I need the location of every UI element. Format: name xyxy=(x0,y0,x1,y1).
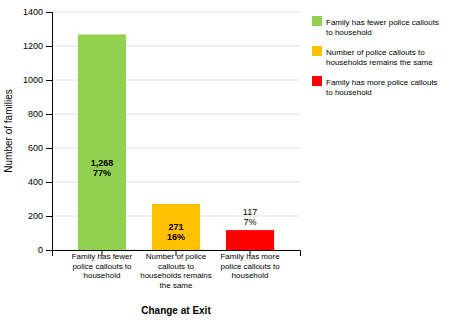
text-line: police callouts to xyxy=(72,262,132,271)
chart: 0 200 400 600 800 1000 1200 1400 Family has fewe… xyxy=(0,0,475,322)
text-line: Number of police xyxy=(146,252,207,261)
data-label: 27116% xyxy=(167,222,185,242)
tick-mark xyxy=(46,216,52,217)
text-line: household xyxy=(232,271,269,280)
tick: Family has morepolice callouts tohouseho… xyxy=(220,250,280,280)
legend-item: Family has more police calloutsto househ… xyxy=(312,76,438,97)
text-line: to household xyxy=(326,88,372,97)
text-line: callouts to xyxy=(158,262,195,271)
x-axis: Family has fewerpolice callouts tohouseh… xyxy=(53,250,301,290)
tick-label: 200 xyxy=(28,211,43,221)
text-line: 271 xyxy=(168,222,183,232)
tick: Family has fewerpolice callouts tohouseh… xyxy=(72,250,133,280)
tick: 200 xyxy=(28,211,52,221)
tick-label: 1000 xyxy=(23,75,43,85)
tick-label: Family has morepolice callouts tohouseho… xyxy=(220,252,280,280)
data-label: 1177% xyxy=(243,207,257,227)
tick: 800 xyxy=(28,109,52,119)
tick-mark xyxy=(46,114,52,115)
bar xyxy=(152,204,200,250)
legend-swatch xyxy=(312,46,322,56)
tick: 0 xyxy=(38,245,52,255)
legend-label: Family has more police calloutsto househ… xyxy=(326,78,438,97)
tick: 1000 xyxy=(23,75,52,85)
text-line: Family has fewer xyxy=(72,252,133,261)
text-line: 16% xyxy=(167,232,185,242)
tick-mark xyxy=(46,148,52,149)
tick-mark xyxy=(46,80,52,81)
data-labels: 1,26877% 27116% 1177% xyxy=(91,158,258,242)
axis-line xyxy=(46,13,53,251)
text-line: 117 xyxy=(243,207,257,217)
legend-swatch xyxy=(312,16,322,26)
tick-label: 600 xyxy=(28,143,43,153)
legend: Family has fewer police calloutsto house… xyxy=(312,16,439,97)
legend-item: Family has fewer police calloutsto house… xyxy=(312,16,439,37)
text-line: households remains xyxy=(140,271,212,280)
bar xyxy=(226,230,274,250)
text-line: households remains the same xyxy=(326,58,433,67)
tick: Number of policecallouts tohouseholds re… xyxy=(140,250,212,290)
legend-label: Number of police callouts tohouseholds r… xyxy=(326,48,433,67)
plot-area: 0 200 400 600 800 1000 1200 1400 Family has fewe… xyxy=(3,7,301,316)
text-line: Family has more police callouts xyxy=(326,78,438,87)
tick: 400 xyxy=(28,177,52,187)
tick-label: 1400 xyxy=(23,7,43,17)
data-label: 1,26877% xyxy=(91,158,114,178)
text-line: the same xyxy=(160,281,193,290)
tick-label: Family has fewerpolice callouts tohouseh… xyxy=(72,252,133,280)
tick-label: 400 xyxy=(28,177,43,187)
tick-mark xyxy=(46,250,52,251)
tick-label: 0 xyxy=(38,245,43,255)
text-line: Family has fewer police callouts xyxy=(326,18,439,27)
tick: 1400 xyxy=(23,7,52,17)
tick-mark xyxy=(46,12,52,13)
tick-mark xyxy=(46,46,52,47)
text-line: 7% xyxy=(244,217,257,227)
tick-label: Number of policecallouts tohouseholds re… xyxy=(140,252,212,290)
y-axis-title: Number of families xyxy=(3,89,14,172)
tick-label: 1200 xyxy=(23,41,43,51)
y-axis: 0 200 400 600 800 1000 1200 1400 xyxy=(23,7,53,255)
legend-swatch xyxy=(312,76,322,86)
grid xyxy=(52,12,300,250)
tick-mark xyxy=(46,182,52,183)
legend-label: Family has fewer police calloutsto house… xyxy=(326,18,439,37)
text-line: Number of police callouts to xyxy=(326,48,425,57)
text-line: to household xyxy=(326,28,372,37)
text-line: police callouts to xyxy=(220,262,280,271)
bars xyxy=(78,34,274,250)
text-line: household xyxy=(84,271,121,280)
text-line: 1,268 xyxy=(91,158,114,168)
text-line: 77% xyxy=(93,168,111,178)
x-axis-title: Change at Exit xyxy=(141,305,211,316)
tick-label: 800 xyxy=(28,109,43,119)
tick: 600 xyxy=(28,143,52,153)
legend-item: Number of police callouts tohouseholds r… xyxy=(312,46,433,67)
text-line: Family has more xyxy=(220,252,280,261)
bar xyxy=(78,34,126,250)
grid-line xyxy=(52,12,300,13)
tick: 1200 xyxy=(23,41,52,51)
